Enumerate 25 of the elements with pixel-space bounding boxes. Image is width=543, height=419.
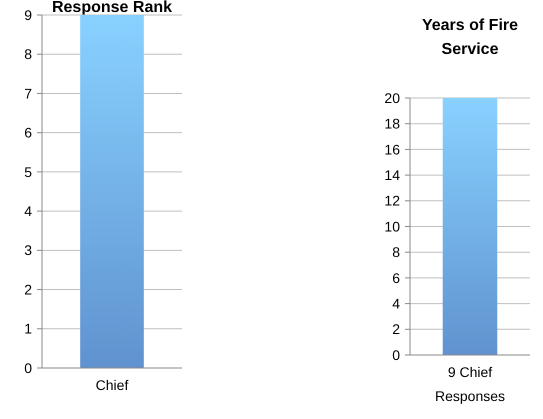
y-tick-label: 7 [24,85,32,102]
y-tick-label: 9 [24,6,32,23]
y-tick-label: 10 [384,218,400,234]
y-tick-label: 3 [24,242,32,258]
y-tick-label: 0 [24,360,32,376]
y-tick-label: 2 [24,281,32,298]
x-tick-label: 9 Chief Responses [434,364,506,404]
y-tick-label: 16 [384,141,400,158]
y-tick-label: 4 [24,203,32,220]
y-tick-label: 4 [392,296,400,312]
y-tick-label: 14 [384,167,400,183]
y-tick-label: 8 [24,46,32,62]
chart-title: Response Rank [52,0,172,16]
y-tick-label: 1 [24,320,32,337]
y-tick-label: 6 [24,124,32,141]
y-tick-label: 12 [384,192,400,209]
y-tick-label: 8 [392,244,400,260]
y-tick-label: 20 [384,90,400,106]
y-tick-label: 6 [392,270,400,286]
y-tick-label: 18 [384,116,400,132]
y-tick-label: 5 [24,164,32,180]
chart-title: Years of Fire Service [422,17,518,58]
y-tick-label: 0 [392,346,400,363]
x-tick-label: Chief [96,377,128,393]
y-tick-label: 2 [392,321,400,338]
